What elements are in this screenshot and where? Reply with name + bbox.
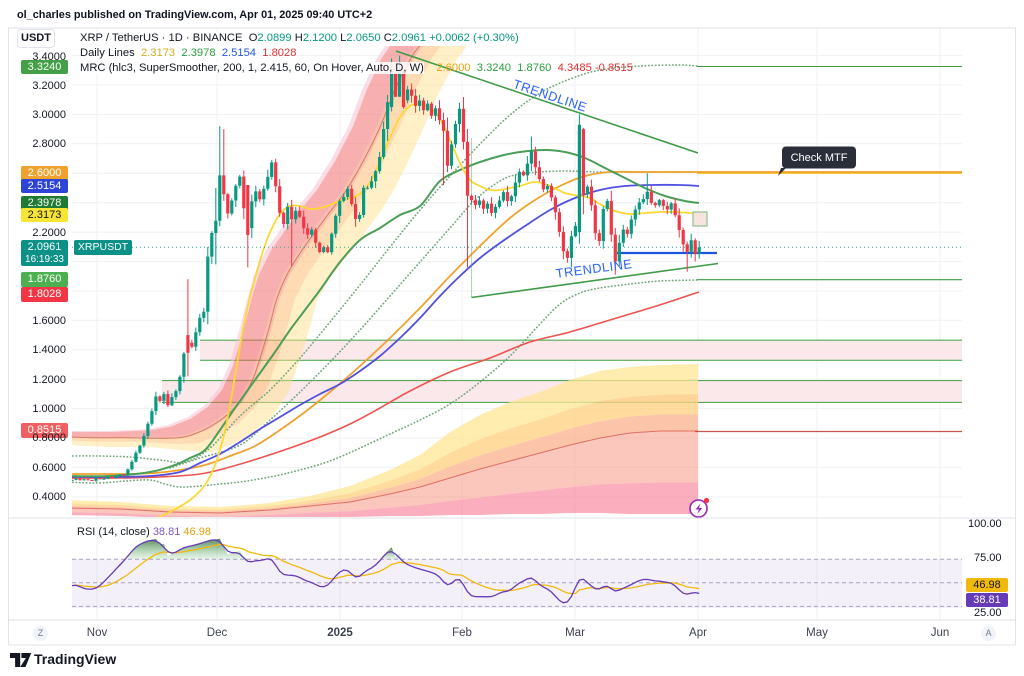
svg-text:TRENDLINE: TRENDLINE xyxy=(511,76,589,115)
svg-text:Check MTF: Check MTF xyxy=(791,152,848,164)
